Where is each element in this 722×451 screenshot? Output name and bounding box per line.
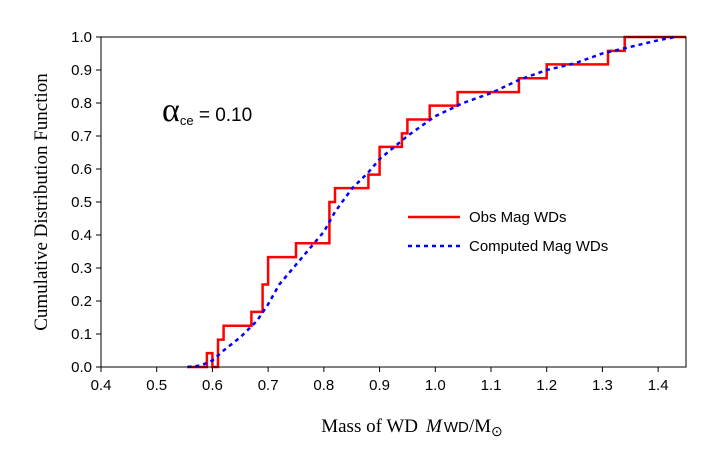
y-axis-title: Cumulative Distribution Function (31, 73, 52, 331)
x-axis-title-suffix: /M (469, 416, 491, 437)
legend-obs-label: Obs Mag WDs (469, 209, 567, 226)
y-tick-label: 0.3 (71, 260, 92, 277)
y-tick-label: 1.0 (71, 29, 92, 46)
x-axis-title-sub: WD (444, 419, 469, 436)
x-axis-title-prefix: Mass of WD (321, 416, 418, 437)
legend: Obs Mag WDs Computed Mag WDs (408, 209, 608, 255)
y-tick-label: 0.1 (71, 326, 92, 343)
y-tick-label: 0.9 (71, 62, 92, 79)
x-axis-title-sun: ⊙ (491, 425, 503, 440)
y-tick-label: 0.0 (71, 359, 92, 376)
y-tick-label: 0.2 (71, 293, 92, 310)
y-tick-label: 0.7 (71, 128, 92, 145)
x-tick-label: 0.4 (91, 377, 112, 394)
alpha-subscript: ce (180, 113, 194, 128)
x-tick-label: 0.6 (202, 377, 223, 394)
y-tick-label: 0.6 (71, 161, 92, 178)
alpha-symbol: α (162, 92, 180, 129)
x-tick-label: 1.3 (592, 377, 613, 394)
x-axis-title: Mass of WD M WD/M⊙ (321, 416, 503, 440)
x-tick-label: 1.2 (536, 377, 557, 394)
x-tick-label: 0.5 (146, 377, 167, 394)
legend-computed-label: Computed Mag WDs (469, 238, 608, 255)
obs-mag-wds-line (187, 35, 686, 369)
x-axis-title-var: M (425, 416, 443, 437)
alpha-annotation-text: αce = 0.10 (162, 92, 252, 129)
x-tick-label: 0.9 (369, 377, 390, 394)
y-tick-label: 0.5 (71, 194, 92, 211)
x-tick-label: 1.1 (481, 377, 502, 394)
x-tick-label: 1.0 (425, 377, 446, 394)
x-tick-label: 0.8 (313, 377, 334, 394)
alpha-value: = 0.10 (194, 105, 253, 126)
x-tick-label: 1.4 (648, 377, 669, 394)
alpha-annotation: αce = 0.10 (162, 92, 252, 129)
x-tick-label: 0.7 (258, 377, 279, 394)
plot-frame (100, 36, 687, 368)
y-tick-label: 0.8 (71, 95, 92, 112)
y-tick-label: 0.4 (71, 227, 92, 244)
computed-mag-wds-line (187, 35, 676, 369)
